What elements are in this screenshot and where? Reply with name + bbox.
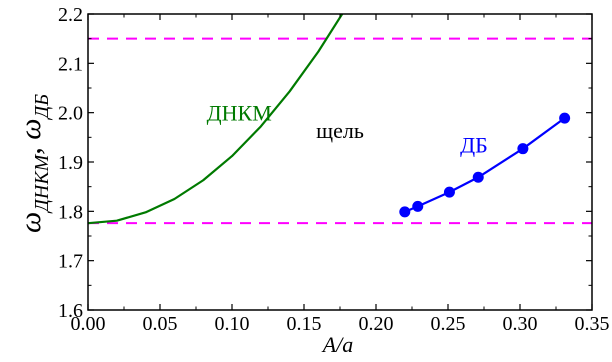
- annotation-2: щель: [316, 118, 364, 143]
- x-tick-label-3: 0.15: [287, 313, 322, 335]
- y-label-sub-2: ДБ: [31, 94, 53, 121]
- series-layer: [88, 14, 592, 225]
- annotation-1: ДНКМ: [207, 101, 272, 126]
- series-line-1: [88, 14, 344, 225]
- x-tick-label-2: 0.10: [215, 313, 250, 335]
- series-2-point-4: [472, 171, 484, 183]
- y-tick-label-0: 1.6: [58, 300, 83, 322]
- y-tick-label-3: 1.9: [58, 152, 83, 174]
- y-tick-label-5: 2.1: [58, 53, 83, 75]
- y-tick-label-2: 1.8: [58, 201, 83, 223]
- x-tick-label-0: 0.00: [71, 313, 106, 335]
- series-2-point-6: [559, 112, 571, 124]
- plot-area: [88, 14, 592, 225]
- series-2-point-3: [443, 186, 455, 198]
- x-tick-label-6: 0.30: [503, 313, 538, 335]
- x-tick-label-5: 0.25: [431, 313, 466, 335]
- y-label-sub-1: ДНКМ: [31, 153, 53, 213]
- x-axis-label: A/a: [321, 332, 354, 357]
- annotation-3: ДБ: [460, 133, 488, 158]
- x-tick-label-4: 0.20: [359, 313, 394, 335]
- x-tick-label-7: 0.35: [575, 313, 610, 335]
- y-axis-label-text: ωДНКМ, ωДБ: [14, 94, 53, 233]
- x-tick-label-1: 0.05: [143, 313, 178, 335]
- y-label-separator: ,: [14, 140, 47, 155]
- y-tick-label-6: 2.2: [58, 4, 83, 26]
- labels-layer: 0.00 0.05 0.10 0.15 0.20 0.25 0.30 0.35 1.6 1.7 1.…: [14, 4, 610, 357]
- y-tick-label-1: 1.7: [58, 251, 83, 273]
- y-tick-label-4: 2.0: [58, 103, 83, 125]
- series-2-point-5: [517, 143, 529, 155]
- y-axis-label: ωДНКМ, ωДБ: [14, 94, 53, 233]
- series-2-point-1: [399, 206, 411, 218]
- axes-layer: [87, 13, 593, 311]
- y-label-omega-2: ω: [14, 119, 47, 140]
- y-label-omega-1: ω: [14, 212, 47, 233]
- series-2-point-2: [412, 200, 424, 212]
